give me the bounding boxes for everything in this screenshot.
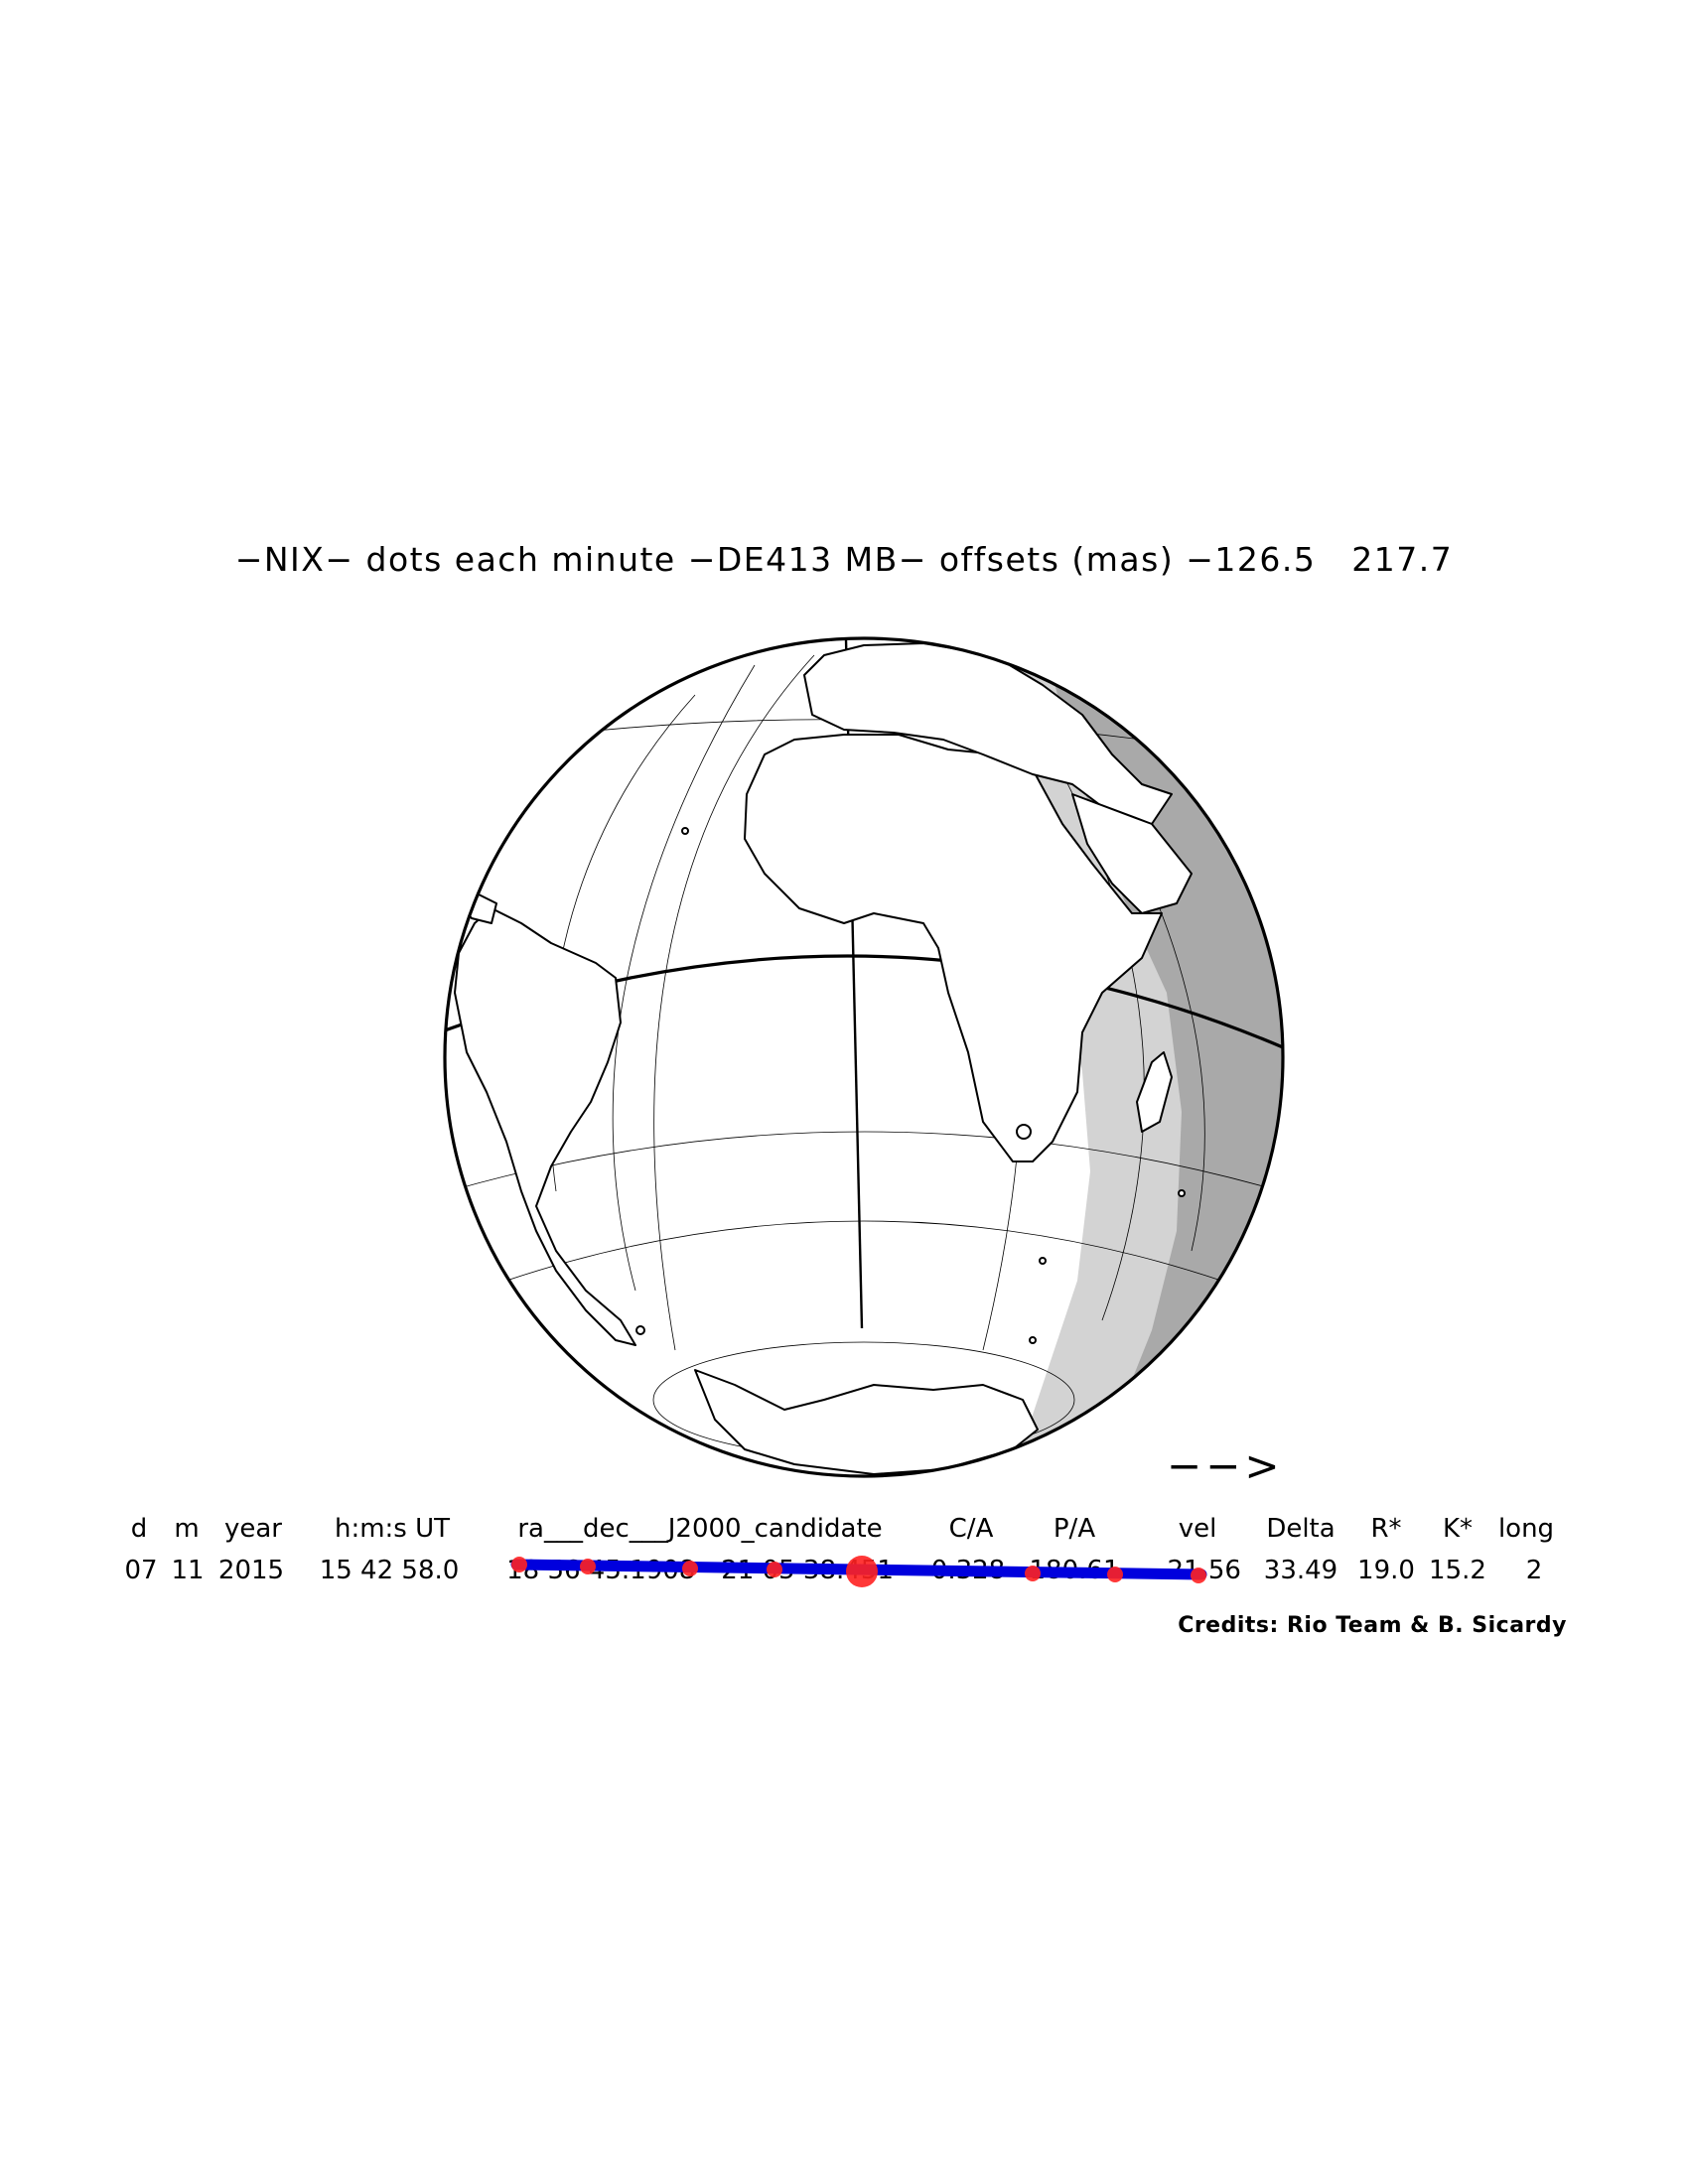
antarctica-outline (694, 1369, 1039, 1475)
value-k-mag: 15.2 (1429, 1556, 1486, 1585)
meridian-line (653, 654, 815, 1351)
value-delta: 33.49 (1263, 1556, 1338, 1585)
value-day: 07 (124, 1556, 158, 1585)
island-marker (1029, 1336, 1037, 1344)
value-ca: 0.328 (930, 1556, 1006, 1585)
madagascar-outline (1136, 1051, 1173, 1133)
credits-text: Credits: Rio Team & B. Sicardy (1178, 1613, 1567, 1638)
header-delta: Delta (1266, 1514, 1336, 1544)
arabia-outline (1071, 793, 1193, 914)
header-pa: P/A (1053, 1514, 1096, 1544)
value-vel: -21.56 (1158, 1556, 1241, 1585)
island-marker (681, 827, 689, 835)
value-long: 2 (1525, 1556, 1543, 1585)
parallel-line (505, 1220, 1222, 1282)
value-year: 2015 (217, 1556, 285, 1585)
chart-title: −NIX− dots each minute −DE413 MB− offset… (234, 540, 1454, 579)
parallel-line (448, 1131, 1282, 1192)
value-month: 11 (171, 1556, 205, 1585)
occultation-table: d m year h:m:s UT ra___dec___J2000_candi… (0, 1514, 1688, 1613)
motion-direction-arrow: −−> (1167, 1441, 1284, 1490)
meridian-line (612, 664, 756, 1292)
island-marker (1039, 1257, 1047, 1265)
value-pa: 180.61 (1029, 1556, 1120, 1585)
value-coordinates: 18 56 45.1908 -21 05 38.451 (506, 1556, 894, 1585)
value-r-mag: 19.0 (1357, 1556, 1415, 1585)
header-month: m (174, 1514, 200, 1544)
south-america-outline (454, 907, 636, 1346)
header-year: year (223, 1514, 283, 1544)
header-vel: vel (1178, 1514, 1217, 1544)
value-time: 15 42 58.0 (319, 1556, 460, 1585)
header-coordinates: ra___dec___J2000_candidate (517, 1514, 883, 1544)
globe-rim (443, 636, 1285, 1478)
header-k-mag: K* (1442, 1514, 1474, 1544)
header-ca: C/A (948, 1514, 994, 1544)
header-r-mag: R* (1370, 1514, 1402, 1544)
header-time: h:m:s UT (334, 1514, 451, 1544)
header-long: long (1497, 1514, 1555, 1544)
header-day: d (130, 1514, 148, 1544)
island-marker (635, 1325, 645, 1335)
island-marker (1016, 1124, 1032, 1140)
island-marker (1178, 1189, 1186, 1197)
